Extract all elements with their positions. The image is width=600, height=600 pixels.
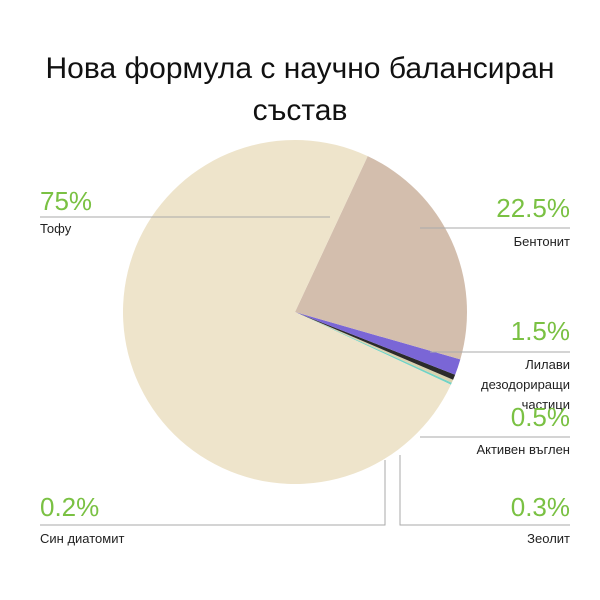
pie-slice [295,312,461,375]
value-label: 22.5% [496,193,570,223]
value-label: 0.5% [510,402,570,432]
category-label: Зеолит [527,531,570,546]
value-label: 75% [40,186,93,216]
category-label: Тофу [40,221,72,236]
category-label: Син диатомит [40,531,125,546]
value-label: 1.5% [510,316,570,346]
pie-slice [295,312,452,385]
pie-slice [295,156,468,360]
chart-title: Нова формула с научно балансиран състав [45,52,555,127]
value-label: 0.2% [40,492,100,522]
category-label: Активен въглен [476,442,570,457]
pie-slice [123,140,451,485]
pie-slice [295,312,456,380]
category-label: Лилави дезодориращи частици [480,357,570,412]
leader-line [40,460,386,526]
pie-slice [295,312,454,383]
value-label: 0.3% [510,492,570,522]
leader-line [399,455,570,526]
category-label: Бентонит [513,234,570,249]
leader-lines [40,216,570,526]
